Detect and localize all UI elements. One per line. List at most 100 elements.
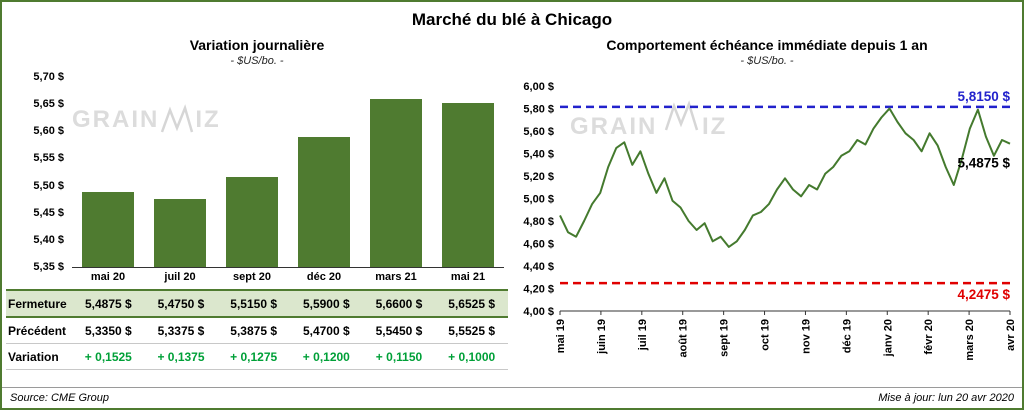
bar-x-label: mai 20	[90, 271, 126, 283]
table-row-label: Variation	[8, 349, 59, 364]
bar-y-tick-label: 5,65 $	[33, 98, 64, 111]
footer: Source: CME Group Mise à jour: lun 20 av…	[2, 387, 1022, 408]
line-chart-subtitle: - $US/bo. -	[740, 55, 794, 67]
watermark-zigzag-icon	[161, 104, 194, 133]
table-cell: + 0,1150	[375, 349, 423, 364]
table-row: Variation + 0,1525 + 0,1375 + 0,1275 + 0,120…	[6, 344, 508, 370]
watermark-text: GRAIN	[570, 113, 657, 140]
bar-slot	[288, 78, 360, 267]
bar-slot	[360, 78, 432, 267]
table-row: Précédent 5,3350 $ 5,3375 $ 5,3875 $ 5,4700 …	[6, 318, 508, 344]
table-cell: 5,6525 $	[448, 296, 496, 311]
table-cell: 5,3375 $	[157, 323, 205, 338]
line-x-tick-label: juin 19	[596, 319, 608, 355]
bar-y-tick-label: 5,50 $	[33, 179, 64, 192]
reference-line-label: 4,2475 $	[957, 287, 1010, 302]
table-cell: 5,5150 $	[230, 296, 278, 311]
bar	[442, 102, 494, 267]
bar-chart-plot-area	[72, 78, 504, 268]
table-row-label: Précédent	[8, 323, 67, 338]
bar	[226, 177, 278, 267]
watermark-text: GRAIN	[72, 106, 160, 133]
line-chart-panel: Comportement échéance immédiate depuis 1…	[514, 36, 1020, 364]
values-table: Fermeture 5,4875 $ 5,4750 $ 5,5150 $ 5,5900 …	[6, 289, 508, 370]
line-y-tick-label: 6,00 $	[523, 81, 554, 93]
bar-x-label: mars 21	[375, 271, 417, 283]
table-cell: + 0,1525	[84, 349, 132, 364]
bar-y-tick-label: 5,70 $	[33, 71, 64, 83]
bar-x-label: juil 20	[164, 271, 196, 283]
table-cell: + 0,1200	[302, 349, 350, 364]
table-cell: 5,4875 $	[84, 296, 132, 311]
bar	[298, 136, 350, 267]
bar-slot	[432, 78, 504, 267]
bar-chart-x-axis: mai 20 juil 20 sept 20 déc 20 mars 21 mai 21	[72, 268, 504, 283]
line-x-tick-label: oct 19	[760, 319, 772, 351]
line-y-tick-label: 5,60 $	[523, 126, 554, 138]
line-y-tick-label: 4,40 $	[523, 261, 554, 273]
price-line	[559, 107, 1011, 248]
line-x-tick-label: mai 19	[555, 319, 567, 353]
bar-y-tick-label: 5,40 $	[33, 233, 64, 246]
bar-slot	[144, 78, 216, 267]
line-x-tick-label: janv 20	[882, 319, 894, 357]
line-x-tick-label: avr 20	[1005, 319, 1017, 351]
line-y-tick-label: 5,00 $	[523, 194, 554, 206]
bar	[154, 199, 206, 267]
bar-chart-y-axis: 5,35 $ 5,40 $ 5,45 $ 5,50 $ 5,55 $ 5,60 $ 5,65…	[6, 71, 70, 273]
bar-y-tick-label: 5,60 $	[33, 125, 64, 138]
line-x-tick-label: févr 20	[923, 319, 935, 354]
line-y-tick-label: 4,60 $	[523, 239, 554, 251]
table-cell: 5,3350 $	[84, 323, 132, 338]
table-cell: 5,5450 $	[375, 323, 423, 338]
line-y-tick-label: 5,40 $	[523, 149, 554, 161]
watermark-text: IZ	[195, 106, 221, 133]
bar-chart-title: Variation journalière	[189, 37, 325, 53]
line-x-tick-label: sept 19	[719, 319, 731, 357]
bar-chart: GRAIN IZ 5,35 $5,40 $5,45 $5,50 $5,55 $5…	[6, 71, 508, 273]
line-y-tick-label: 5,20 $	[523, 171, 554, 183]
table-cell: 5,6600 $	[375, 296, 423, 311]
updated-note: Mise à jour: lun 20 avr 2020	[878, 392, 1014, 404]
table-cell: 5,5900 $	[302, 296, 350, 311]
bar-slot	[72, 78, 144, 267]
line-x-tick-label: août 19	[678, 319, 690, 358]
page-title: Marché du blé à Chicago	[411, 10, 613, 29]
line-x-tick-label: nov 19	[800, 319, 812, 354]
watermark-text: IZ	[702, 113, 727, 140]
line-x-tick-label: déc 19	[841, 319, 853, 353]
bar-y-tick-label: 5,55 $	[33, 152, 64, 165]
watermark-zigzag-icon	[664, 100, 699, 131]
bar-chart-subtitle: - $US/bo. -	[230, 55, 284, 67]
line-y-tick-label: 4,20 $	[523, 284, 554, 296]
watermark: GRAIN IZ	[72, 104, 221, 134]
reference-line-label: 5,8150 $	[957, 89, 1010, 104]
table-cell: 5,5525 $	[448, 323, 496, 338]
line-x-tick-label: mars 20	[964, 319, 976, 361]
line-x-tick-label: juil 19	[637, 319, 649, 351]
bar-chart-panel: Variation journalière - $US/bo. - GRAIN …	[6, 36, 508, 370]
bar-x-label: mai 21	[450, 271, 486, 283]
source-note: Source: CME Group	[10, 392, 110, 404]
table-cell: 5,4750 $	[157, 296, 205, 311]
table-cell: 5,3875 $	[230, 323, 278, 338]
bar	[82, 192, 134, 267]
line-chart: GRAIN IZ 4,00 $ 4,20 $ 4,40 $ 4,60 $ 4,80 $ 5,0…	[523, 81, 1017, 361]
bar	[370, 98, 422, 267]
line-y-tick-label: 4,00 $	[523, 306, 554, 318]
table-cell: + 0,1275	[230, 349, 278, 364]
last-value-label: 5,4875 $	[957, 156, 1010, 171]
bar-slot	[216, 78, 288, 267]
table-row: Fermeture 5,4875 $ 5,4750 $ 5,5150 $ 5,5900 …	[6, 289, 508, 318]
bar-x-label: sept 20	[233, 271, 271, 283]
line-chart-title: Comportement échéance immédiate depuis 1…	[606, 37, 928, 53]
table-cell: 5,4700 $	[302, 323, 350, 338]
line-y-tick-label: 5,80 $	[523, 104, 554, 116]
bar-y-tick-label: 5,45 $	[33, 206, 64, 219]
line-y-tick-label: 4,80 $	[523, 216, 554, 228]
table-cell: + 0,1375	[157, 349, 205, 364]
table-cell: + 0,1000	[448, 349, 496, 364]
bar-x-label: déc 20	[306, 271, 342, 283]
bar-y-tick-label: 5,35 $	[33, 261, 64, 273]
